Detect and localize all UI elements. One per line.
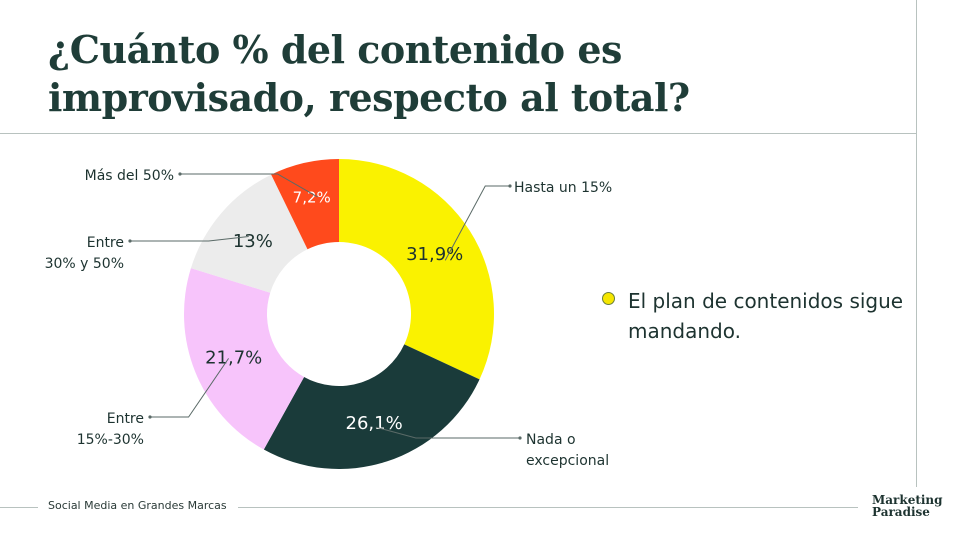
takeaway-note: El plan de contenidos sigue mandando. [628,289,904,343]
slice-category-label: 30% y 50% [45,256,124,272]
donut-slice [184,268,305,450]
slice-category-label: Más del 50% [85,168,174,184]
callout-line [375,426,520,439]
footer-divider [238,507,858,508]
slice-category-label: Hasta un 15% [514,180,612,196]
slice-value-label: 31,9% [406,244,463,265]
title-divider [0,133,916,134]
page-title: ¿Cuánto % del contenido es improvisado, … [48,27,690,120]
callout-dot [128,239,132,243]
brand-line-1: Marketing [872,493,943,507]
slice-category-label: Nada o [526,432,576,448]
footer-caption: Social Media en Grandes Marcas [48,499,227,512]
slice-category-label: Entre [107,411,144,427]
slice-value-label: 13% [233,231,273,252]
slice-category-label: 15%-30% [77,432,144,448]
slice-category-label: Entre [87,235,124,251]
callout-line [130,236,249,242]
callout-line [150,358,229,418]
slice-value-label: 26,1% [346,413,403,434]
callout-line [180,173,318,198]
callout-dot [178,172,182,176]
brand-logo: Marketing Paradise [872,494,952,518]
donut-slice [190,174,308,293]
callout-dot [518,436,522,440]
callout-dot [148,415,152,419]
right-vertical-divider [916,0,917,487]
callout-dot [508,184,512,188]
slice-value-label: 21,7% [205,347,262,368]
donut-slice [339,159,495,380]
footer-divider-left [0,507,38,508]
slice-value-label: 7,2% [293,189,331,207]
slice-category-label: excepcional [526,453,609,469]
callout-line [444,185,510,261]
brand-line-2: Paradise [872,505,930,519]
check-bullet-icon [602,292,615,305]
donut-slice [271,159,339,250]
